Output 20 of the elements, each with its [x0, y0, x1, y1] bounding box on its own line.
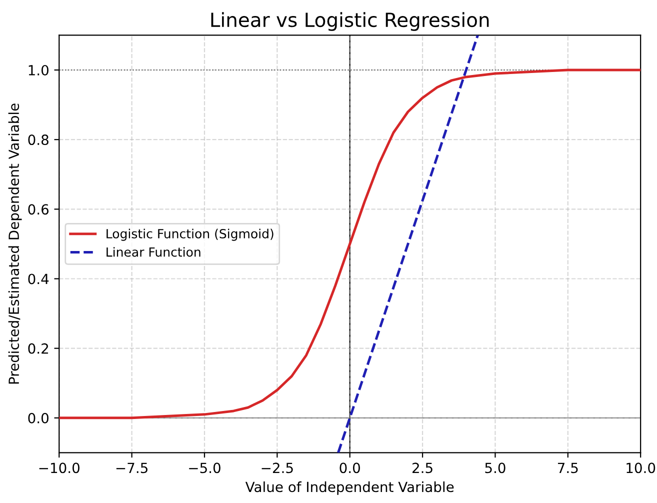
x-tick-label: 0.0	[340, 462, 360, 474]
y-tick-label: 1.0	[28, 64, 48, 76]
x-axis-title: Value of Independent Variable	[245, 481, 454, 495]
y-tick-label: 0.6	[28, 204, 49, 215]
x-tick-label: 10.0	[626, 462, 656, 474]
y-tick-label: 0.4	[28, 274, 49, 284]
x-tick-label: 7.5	[558, 462, 578, 474]
legend-label: Logistic Function (Sigmoid)	[106, 228, 274, 241]
x-tick-label: −7.5	[116, 462, 148, 474]
x-tick-label: 5.0	[485, 462, 506, 474]
x-tick-label: −2.5	[262, 462, 293, 474]
x-tick-label: 2.5	[412, 462, 432, 474]
legend-label: Linear Function	[106, 247, 200, 257]
y-tick-label: 0.0	[28, 412, 48, 424]
x-tick-label: −5.0	[189, 462, 220, 474]
y-axis-title: Predicted/Estimated Dependent Variable	[8, 104, 22, 384]
x-tick-label: −10.0	[39, 462, 80, 474]
y-tick-label: 0.8	[28, 134, 48, 146]
y-tick-label: 0.2	[28, 343, 48, 354]
chart-title: Linear vs Logistic Regression	[211, 12, 489, 31]
